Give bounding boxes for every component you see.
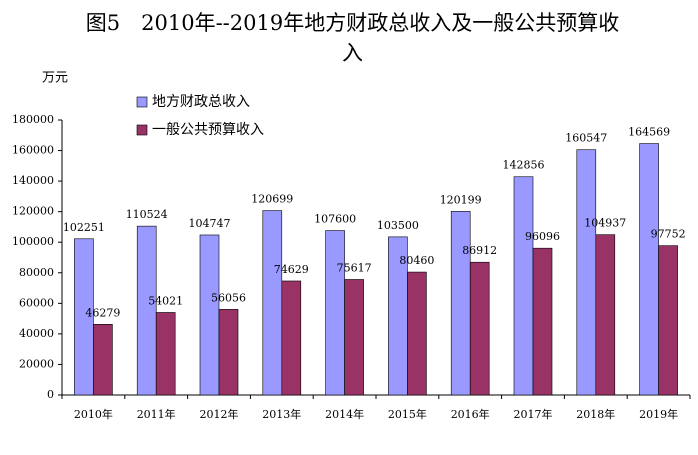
y-tick-label: 20000 [19, 357, 54, 370]
y-tick-label: 180000 [12, 113, 54, 126]
y-tick-label: 80000 [19, 266, 54, 279]
value-label: 86912 [462, 244, 497, 257]
value-label: 120199 [440, 193, 482, 206]
bar [532, 247, 553, 396]
bar [658, 245, 678, 396]
bar [344, 279, 364, 396]
y-tick-label: 40000 [19, 327, 54, 340]
x-tick-label: 2019年 [639, 407, 678, 421]
y-tick-label: 0 [47, 388, 54, 401]
bar [218, 309, 239, 396]
value-label: 120699 [251, 193, 293, 206]
legend-label: 一般公共预算收入 [152, 122, 264, 138]
value-label: 104747 [189, 217, 231, 230]
bar [74, 238, 94, 396]
legend-label: 地方财政总收入 [152, 94, 250, 110]
y-axis-label: 万元 [42, 71, 68, 86]
value-label: 164569 [628, 126, 670, 139]
y-tick-label: 100000 [12, 235, 54, 248]
value-label: 46279 [85, 306, 120, 319]
bar [595, 234, 616, 396]
value-label: 74629 [274, 263, 309, 276]
value-label: 75617 [337, 261, 372, 274]
x-tick-label: 2016年 [451, 407, 490, 421]
y-tick-label: 160000 [12, 144, 54, 157]
bar [513, 176, 534, 396]
x-tick-label: 2010年 [74, 407, 113, 421]
x-tick-label: 2017年 [514, 407, 553, 421]
bar [450, 211, 471, 396]
value-label: 54021 [148, 294, 183, 307]
bar [469, 261, 490, 396]
value-label: 160547 [565, 132, 607, 145]
value-label: 142856 [503, 159, 545, 172]
y-tick-label: 60000 [19, 296, 54, 309]
y-tick-label: 120000 [12, 205, 54, 218]
bar [576, 149, 597, 396]
value-label: 103500 [377, 219, 419, 232]
bar [199, 234, 220, 396]
x-tick-label: 2013年 [262, 407, 301, 421]
bar [325, 230, 345, 396]
value-label: 80460 [399, 254, 434, 267]
bar [136, 225, 157, 396]
value-label: 56056 [211, 291, 246, 304]
value-label: 96096 [525, 230, 560, 243]
value-label: 110524 [126, 208, 168, 221]
bar [407, 271, 427, 396]
value-label: 97752 [651, 228, 686, 241]
bar [639, 143, 659, 396]
bar [93, 323, 113, 396]
value-label: 104937 [584, 217, 626, 230]
x-tick-label: 2014年 [325, 407, 364, 421]
legend-swatch [136, 124, 148, 136]
x-tick-label: 2015年 [388, 407, 427, 421]
chart-title: 图5 2010年--2019年地方财政总收入及一般公共预算收入 [85, 11, 620, 65]
x-tick-label: 2012年 [200, 407, 239, 421]
value-label: 107600 [314, 213, 356, 226]
bar [155, 312, 176, 396]
bar [281, 280, 302, 396]
y-tick-label: 140000 [12, 174, 54, 187]
x-tick-label: 2011年 [137, 407, 176, 421]
legend-swatch [136, 96, 148, 108]
bar [262, 210, 283, 396]
value-label: 102251 [63, 221, 105, 234]
x-tick-label: 2018年 [576, 407, 615, 421]
